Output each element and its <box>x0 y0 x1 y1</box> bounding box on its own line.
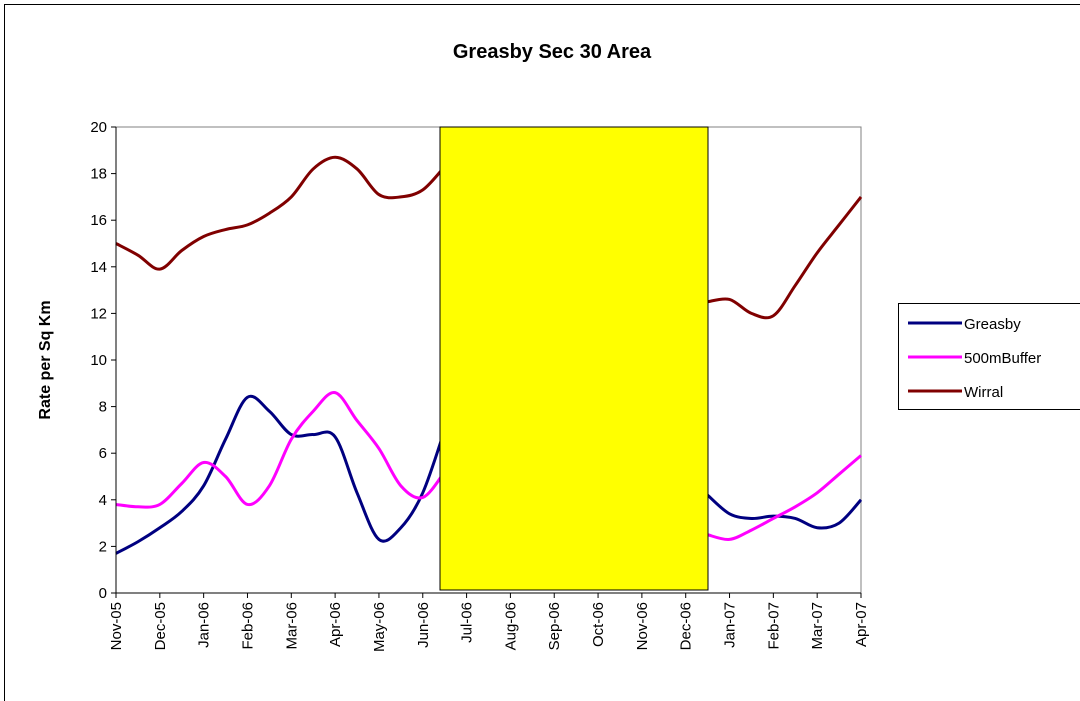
chart-title: Greasby Sec 30 Area <box>453 41 652 63</box>
x-tick-label: Oct-06 <box>590 602 607 647</box>
y-tick-label: 12 <box>90 305 107 322</box>
y-tick-label: 20 <box>90 119 107 136</box>
series-line <box>115 155 863 320</box>
series-line <box>115 394 863 555</box>
y-tick-label: 8 <box>99 399 107 416</box>
legend-label: Greasby <box>964 316 1021 333</box>
x-tick-label: Jun-06 <box>415 602 432 648</box>
x-tick-label: May-06 <box>371 602 388 652</box>
x-tick-label: Apr-07 <box>853 602 870 647</box>
lines <box>115 155 863 555</box>
x-tick-label: Nov-05 <box>108 602 125 650</box>
y-tick-label: 10 <box>90 352 107 369</box>
x-tick-label: Jan-07 <box>722 602 739 648</box>
y-tick-label: 16 <box>90 212 107 229</box>
x-tick-label: Mar-06 <box>283 602 300 650</box>
highlight-box <box>439 126 709 591</box>
x-tick-label: Sep-06 <box>546 602 563 650</box>
x-tick-label: Feb-07 <box>765 602 782 650</box>
x-tick-label: Nov-06 <box>634 602 651 650</box>
legend-label: 500mBuffer <box>964 350 1041 367</box>
series-line <box>115 391 862 541</box>
y-tick-label: 4 <box>99 492 107 509</box>
y-axis-label: Rate per Sq Km <box>37 300 54 419</box>
x-tick-label: Dec-05 <box>152 602 169 650</box>
y-tick-label: 18 <box>90 166 107 183</box>
x-tick-label: Jul-06 <box>459 602 476 643</box>
y-tick-label: 6 <box>99 445 107 462</box>
y-tick-label: 14 <box>90 259 107 276</box>
x-tick-label: Mar-07 <box>809 602 826 650</box>
y-tick-label: 2 <box>99 538 107 555</box>
legend-label: Wirral <box>964 384 1003 401</box>
x-tick-label: Feb-06 <box>239 602 256 650</box>
y-tick-label: 0 <box>99 585 107 602</box>
x-tick-label: Apr-06 <box>327 602 344 647</box>
x-tick-label: Dec-06 <box>678 602 695 650</box>
x-tick-label: Jan-06 <box>196 602 213 648</box>
x-tick-label: Aug-06 <box>502 602 519 650</box>
